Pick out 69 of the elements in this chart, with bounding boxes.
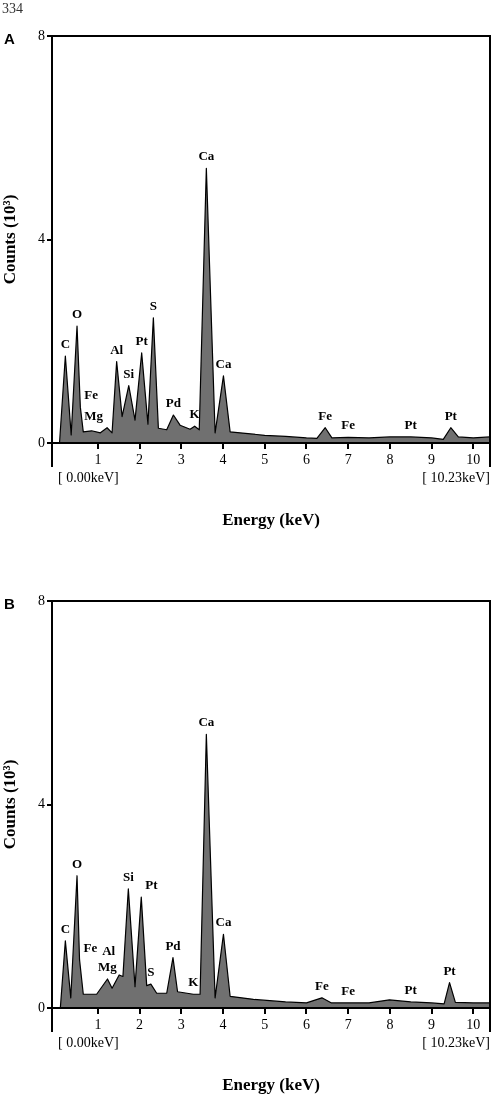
chart-subtitle: 334	[1, 0, 24, 18]
annotation: Pt	[145, 877, 159, 893]
annotation: O	[71, 305, 83, 321]
x-tick-label: 9	[428, 1017, 436, 1033]
x-tick-label: 5	[261, 452, 269, 468]
x-tick-label: 1	[94, 1017, 102, 1033]
annotation: C	[60, 336, 71, 351]
annotation: Fe	[315, 977, 329, 993]
annotation: C	[60, 920, 71, 936]
annotation: Pt	[404, 416, 418, 432]
annotation: Fe	[318, 407, 333, 423]
x-tick-label: 2	[136, 1017, 144, 1033]
x-tick-label: 1	[94, 452, 102, 468]
annotation: Si	[122, 868, 135, 884]
annotation: Ca	[198, 148, 215, 164]
annotation: S	[149, 297, 157, 313]
x-tick-label: 6	[302, 1017, 310, 1033]
y-tick-label: 4	[38, 796, 45, 812]
x-tick-label: 3	[177, 452, 185, 468]
x-tick-label: 2	[136, 452, 144, 468]
y-tick-label: 8	[38, 27, 45, 43]
x-tick-label: 6	[302, 452, 310, 468]
x-tick-label: 10	[466, 452, 481, 468]
annotation: Pt	[444, 407, 458, 423]
annotation: Ca	[215, 355, 232, 371]
y-tick-label: 0	[38, 999, 45, 1015]
x-tick-label: 7	[344, 1017, 352, 1033]
annotation: Si	[123, 365, 135, 381]
x-axis-title: Energy (keV)	[222, 510, 320, 530]
text: [ 10.23keV]	[422, 1034, 490, 1050]
annotation: Fe	[341, 982, 356, 998]
annotation: Fe	[84, 387, 99, 403]
annotation: Fe	[341, 417, 356, 433]
x-tick-label: 10	[466, 1017, 481, 1033]
annotation: O	[71, 855, 83, 871]
annotation: Al	[110, 341, 124, 357]
chart-title: B	[4, 595, 15, 612]
x-tick-label: 8	[386, 452, 394, 468]
x-tick-label: 7	[344, 452, 352, 468]
text: [ 0.00keV]	[58, 469, 119, 485]
annotation: Ca	[198, 714, 215, 730]
annotation: Fe	[83, 939, 98, 955]
annotation: Pt	[443, 962, 457, 978]
x-tick-label: 3	[177, 1017, 185, 1033]
annotation: Pd	[165, 395, 182, 411]
text: [ 0.00keV]	[58, 1034, 119, 1050]
x-tick-label: 5	[261, 1017, 269, 1033]
annotation: Mg	[84, 407, 104, 423]
y-tick-label: 4	[38, 231, 45, 247]
y-axis-title: Counts (10³)	[0, 194, 19, 285]
chart-title: A	[4, 30, 15, 47]
y-tick-label: 8	[38, 592, 45, 608]
y-tick-label: 0	[38, 434, 45, 450]
annotation: Ca	[215, 914, 232, 930]
annotation: Pd	[165, 937, 182, 953]
x-tick-label: 9	[428, 452, 436, 468]
x-tick-label: 4	[219, 452, 227, 468]
annotation: Mg	[98, 959, 118, 974]
y-axis-title: Counts (10³)	[0, 759, 19, 850]
text: [ 10.23keV]	[422, 469, 490, 485]
x-axis-title: Energy (keV)	[222, 1075, 320, 1095]
annotation: Pt	[135, 332, 149, 348]
x-tick-label: 4	[219, 1017, 227, 1033]
annotation: K	[188, 974, 200, 990]
x-tick-label: 8	[386, 1017, 394, 1033]
annotation: Pt	[404, 981, 418, 997]
annotation: S	[147, 964, 155, 980]
annotation: K	[189, 406, 201, 422]
annotation: Al	[102, 942, 116, 958]
